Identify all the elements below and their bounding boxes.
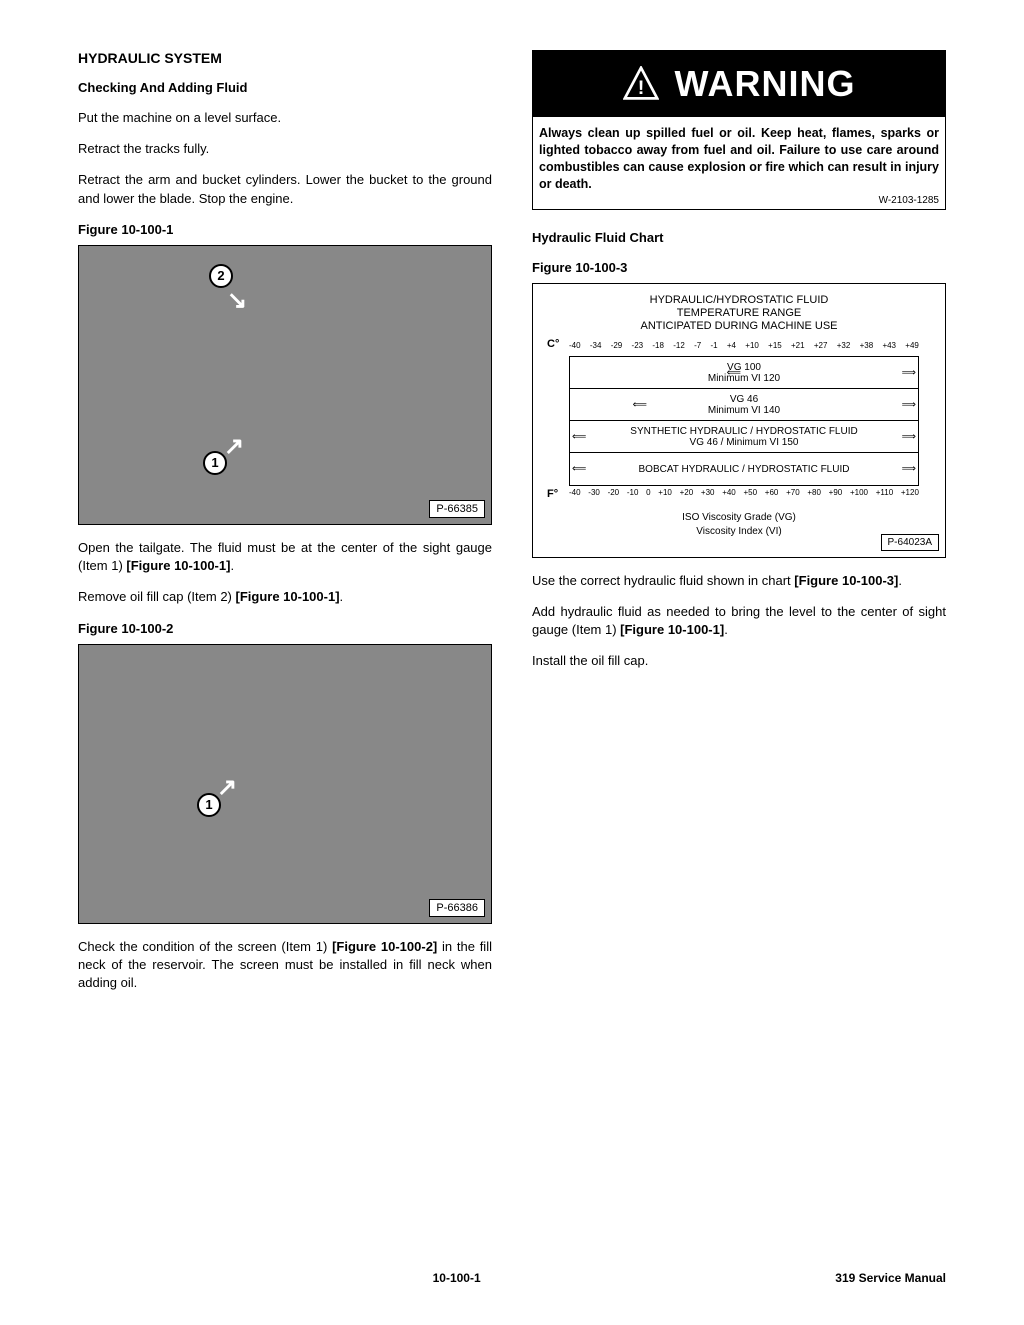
arrow-icon: ↘ xyxy=(227,286,247,315)
body-text: Install the oil fill cap. xyxy=(532,652,946,670)
left-column: HYDRAULIC SYSTEM Checking And Adding Flu… xyxy=(78,50,492,1005)
body-text: Use the correct hydraulic fluid shown in… xyxy=(532,572,946,590)
body-text: Remove oil fill cap (Item 2) [Figure 10-… xyxy=(78,588,492,606)
page-content: HYDRAULIC SYSTEM Checking And Adding Flu… xyxy=(78,50,946,1005)
body-text: Check the condition of the screen (Item … xyxy=(78,938,492,993)
figure-label: Figure 10-100-2 xyxy=(78,620,492,638)
photo-code: P-66386 xyxy=(429,899,485,917)
chart-code: P-64023A xyxy=(881,534,939,551)
body-text: Put the machine on a level surface. xyxy=(78,109,492,127)
figure-photo-1: 2 ↘ 1 ↗ P-66385 xyxy=(78,245,492,525)
warning-header: ! WARNING xyxy=(533,51,945,117)
axis-label-celsius: C° xyxy=(547,338,559,350)
axis-fahrenheit: -40-30-20-100+10+20+30+40+50+60+70+80+90… xyxy=(569,488,919,497)
subsection-title: Checking And Adding Fluid xyxy=(78,80,492,95)
callout-1: 2 xyxy=(209,264,233,288)
svg-text:!: ! xyxy=(637,77,644,99)
warning-title: WARNING xyxy=(675,63,856,105)
body-text: Open the tailgate. The fluid must be at … xyxy=(78,539,492,575)
chart-footer: ISO Viscosity Grade (VG) Viscosity Index… xyxy=(543,511,935,539)
figure-label: Figure 10-100-3 xyxy=(532,259,946,277)
section-title: HYDRAULIC SYSTEM xyxy=(78,50,492,66)
body-text: Retract the arm and bucket cylinders. Lo… xyxy=(78,171,492,207)
figure-photo-2: 1 ↗ P-66386 xyxy=(78,644,492,924)
arrow-icon: ↗ xyxy=(224,432,244,461)
arrow-icon: ↗ xyxy=(217,773,237,802)
body-text: Add hydraulic fluid as needed to bring t… xyxy=(532,603,946,639)
warning-box: ! WARNING Always clean up spilled fuel o… xyxy=(532,50,946,210)
warning-code: W-2103-1285 xyxy=(533,195,945,209)
subsection-title: Hydraulic Fluid Chart xyxy=(532,230,946,245)
photo-code: P-66385 xyxy=(429,500,485,518)
manual-name: 319 Service Manual xyxy=(835,1271,946,1285)
right-column: ! WARNING Always clean up spilled fuel o… xyxy=(532,50,946,1005)
chart-area: ⟸VG 100Minimum VI 120⟹⟸VG 46Minimum VI 1… xyxy=(569,356,919,486)
warning-triangle-icon: ! xyxy=(623,66,659,102)
axis-celsius: -40-34-29-23-18-12-7-1+4+10+15+21+27+32+… xyxy=(569,341,919,350)
page-footer: 10-100-1 319 Service Manual xyxy=(78,1271,946,1285)
axis-label-fahrenheit: F° xyxy=(547,488,558,500)
body-text: Retract the tracks fully. xyxy=(78,140,492,158)
warning-body: Always clean up spilled fuel or oil. Kee… xyxy=(533,117,945,195)
page-number: 10-100-1 xyxy=(433,1271,481,1285)
chart-title: HYDRAULIC/HYDROSTATIC FLUID TEMPERATURE … xyxy=(543,294,935,334)
figure-label: Figure 10-100-1 xyxy=(78,221,492,239)
hydraulic-fluid-chart: HYDRAULIC/HYDROSTATIC FLUID TEMPERATURE … xyxy=(532,283,946,558)
